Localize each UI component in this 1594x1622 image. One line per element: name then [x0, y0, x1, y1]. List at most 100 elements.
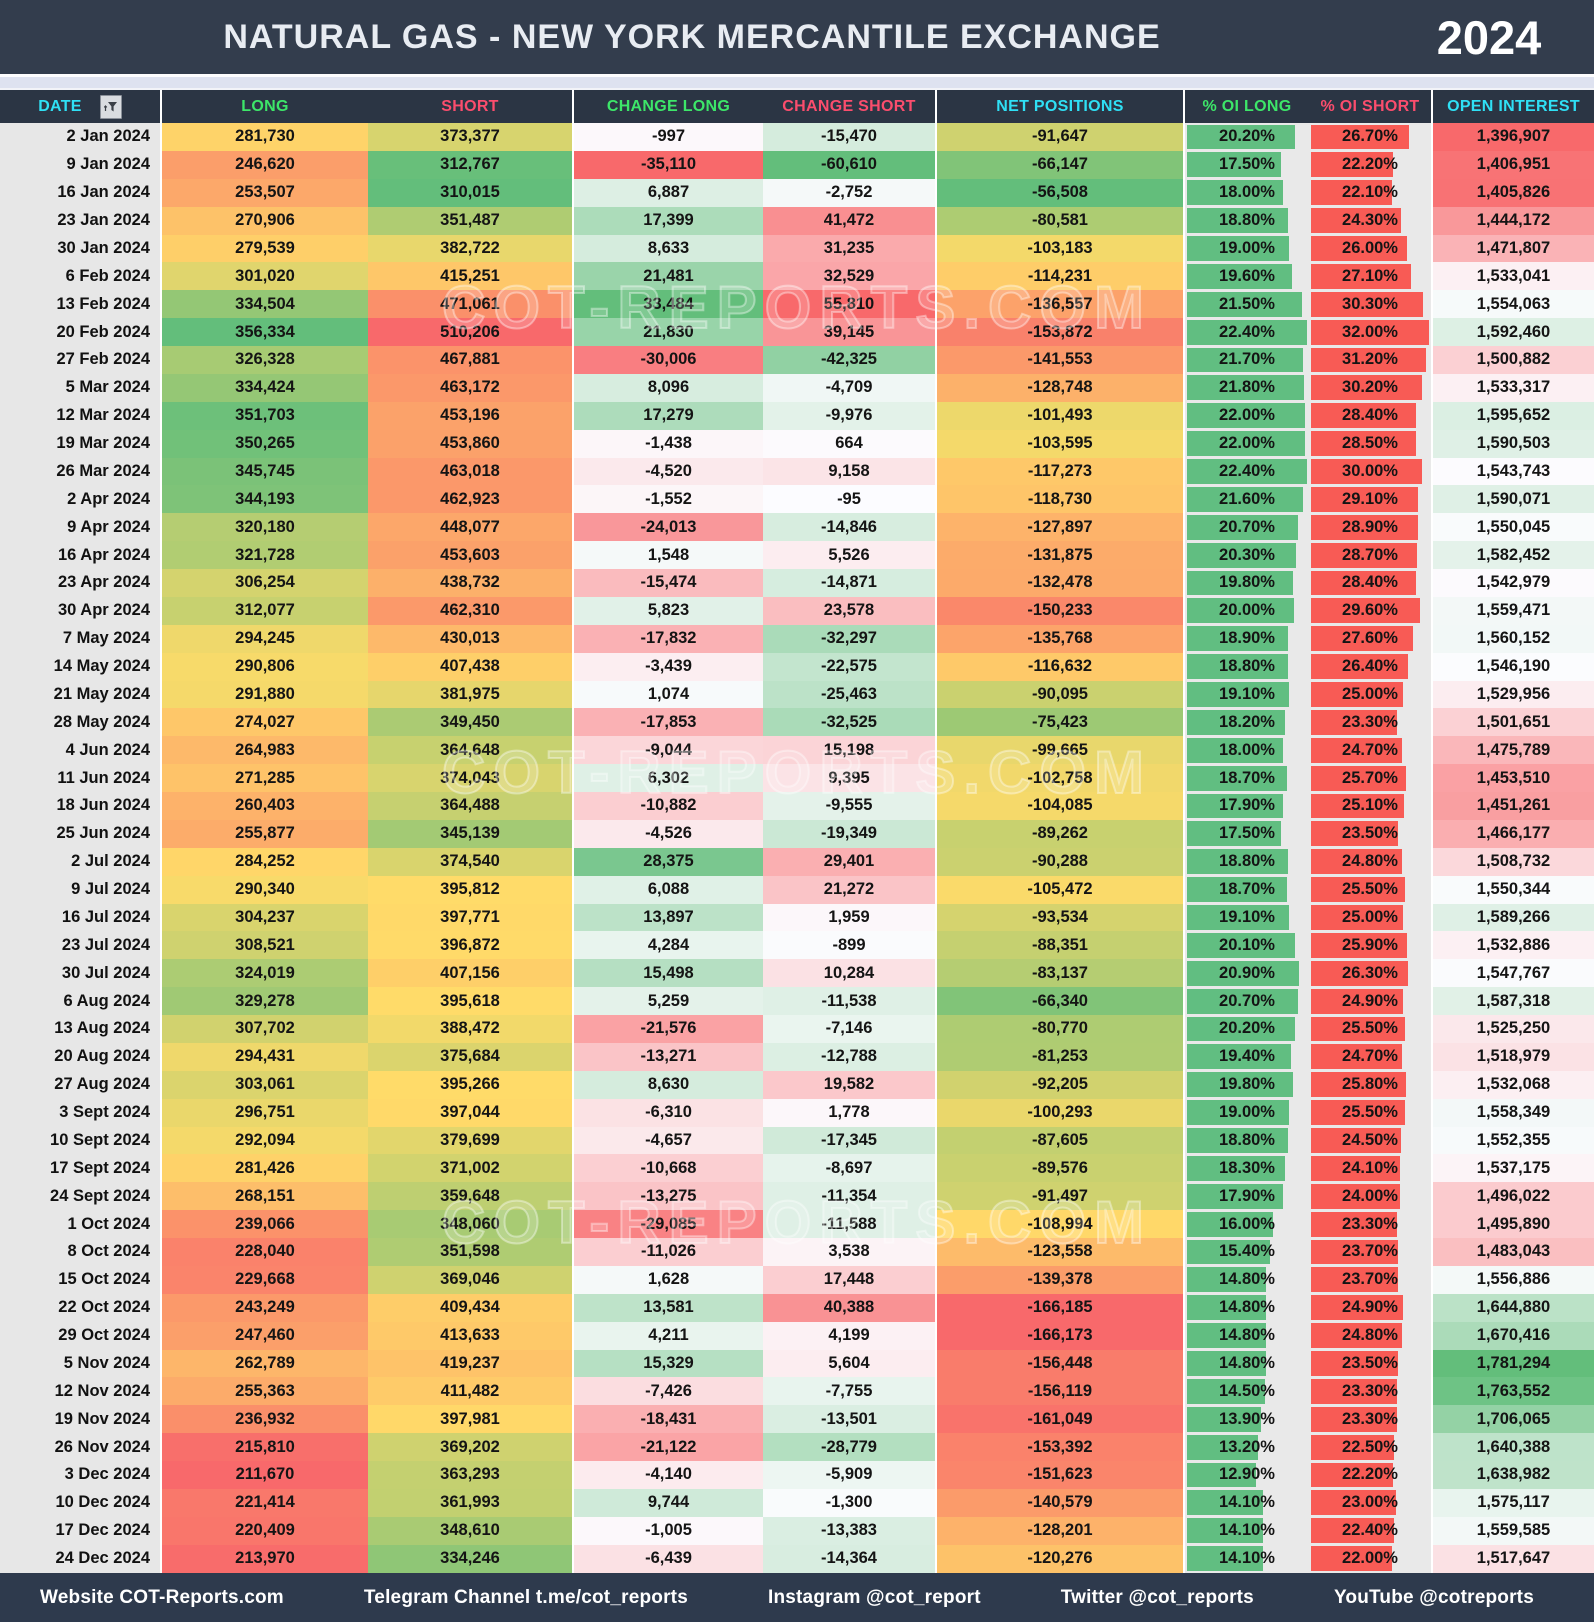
date-cell: 20 Aug 2024: [0, 1042, 162, 1071]
oi_long-value: 18.80%: [1219, 1130, 1275, 1149]
oi_long-bar-cell: 19.80%: [1185, 569, 1309, 597]
oi_short-value: 24.70%: [1342, 740, 1398, 759]
long-cell: 304,237: [162, 903, 368, 932]
chg_long-cell: 5,823: [574, 596, 763, 625]
footer-website-link[interactable]: Website COT-Reports.com: [40, 1586, 284, 1608]
short-cell: 371,002: [368, 1154, 574, 1183]
oi_short-bar-cell: 24.90%: [1309, 987, 1433, 1015]
net-cell: -151,623: [937, 1461, 1185, 1489]
long-cell: 294,245: [162, 624, 368, 653]
oi-long-databar: [1187, 347, 1304, 373]
chg_long-cell: -30,006: [574, 346, 763, 374]
long-cell: 351,703: [162, 401, 368, 430]
chg_long-cell: 6,887: [574, 178, 763, 207]
oi-long-databar: [1187, 124, 1296, 150]
oi-short-databar: [1311, 709, 1397, 735]
date-cell: 30 Apr 2024: [0, 596, 162, 625]
chg_long-cell: -10,668: [574, 1154, 763, 1183]
short-cell: 375,684: [368, 1042, 574, 1071]
column-header-open-interest: OPEN INTEREST: [1433, 90, 1594, 123]
oi_short-bar-cell: 25.80%: [1309, 1070, 1433, 1099]
oi_long-value: 19.10%: [1219, 907, 1275, 926]
oi-short-databar: [1311, 849, 1403, 875]
oi-long-databar: [1187, 1323, 1267, 1348]
short-cell: 345,139: [368, 819, 574, 848]
oi-short-databar: [1311, 375, 1423, 401]
oi_long-value: 19.60%: [1219, 266, 1275, 285]
oi-cell: 1,589,266: [1433, 903, 1594, 932]
chg_long-cell: 33,484: [574, 290, 763, 319]
table-row: 18 Jun 2024 260,403 364,488 -10,882 -9,555 -1…: [0, 792, 1594, 820]
footer-telegram-link[interactable]: Telegram Channel t.me/cot_reports: [363, 1586, 688, 1608]
short-cell: 351,598: [368, 1238, 574, 1266]
oi-short-databar: [1311, 988, 1403, 1014]
chg_long-cell: 9,744: [574, 1488, 763, 1517]
short-cell: 413,633: [368, 1321, 574, 1350]
oi_long-bar-cell: 18.70%: [1185, 875, 1309, 904]
filter-icon[interactable]: [99, 94, 122, 119]
long-cell: 220,409: [162, 1516, 368, 1545]
net-cell: -105,472: [937, 875, 1185, 904]
long-cell: 211,670: [162, 1461, 368, 1489]
oi-cell: 1,517,647: [1433, 1544, 1594, 1573]
table-row: 13 Aug 2024 307,702 388,472 -21,576 -7,146 -8…: [0, 1015, 1594, 1043]
date-cell: 11 Jun 2024: [0, 764, 162, 792]
oi-short-databar: [1311, 486, 1419, 512]
chg_short-cell: -5,909: [763, 1461, 937, 1489]
chg_long-cell: 8,096: [574, 373, 763, 402]
net-cell: -132,478: [937, 569, 1185, 597]
short-cell: 462,310: [368, 596, 574, 625]
date-cell: 29 Oct 2024: [0, 1321, 162, 1350]
oi-long-databar: [1187, 682, 1290, 707]
long-cell: 312,077: [162, 596, 368, 625]
oi-short-databar: [1311, 960, 1408, 986]
oi_short-value: 23.50%: [1342, 1353, 1398, 1372]
oi_long-bar-cell: 18.00%: [1185, 178, 1309, 207]
oi-long-databar: [1187, 1044, 1291, 1070]
footer-instagram-link[interactable]: Instagram @cot_report: [767, 1586, 981, 1608]
table-row: 19 Nov 2024 236,932 397,981 -18,431 -13,501-…: [0, 1405, 1594, 1434]
chg_short-cell: 664: [763, 429, 937, 458]
footer-twitter-link[interactable]: Twitter @cot_reports: [1060, 1586, 1254, 1608]
oi-cell: 1,396,907: [1433, 123, 1594, 151]
footer-youtube-link[interactable]: YouTube @cotreports: [1333, 1586, 1534, 1608]
chg_long-cell: -18,431: [574, 1405, 763, 1434]
oi_long-value: 20.20%: [1219, 127, 1275, 146]
long-cell: 306,254: [162, 569, 368, 597]
oi-short-databar: [1311, 514, 1418, 540]
oi-cell: 1,471,807: [1433, 234, 1594, 263]
date-cell: 22 Oct 2024: [0, 1293, 162, 1322]
short-cell: 397,771: [368, 903, 574, 932]
oi_short-bar-cell: 26.30%: [1309, 959, 1433, 988]
table-row: 30 Jan 2024 279,539 382,722 8,633 31,235 -103…: [0, 234, 1594, 263]
title-bar: NATURAL GAS - NEW YORK MERCANTILE EXCHAN…: [0, 0, 1594, 74]
oi_short-value: 23.00%: [1342, 1493, 1398, 1512]
net-cell: -83,137: [937, 959, 1185, 988]
long-cell: 271,285: [162, 764, 368, 792]
date-cell: 10 Dec 2024: [0, 1488, 162, 1517]
net-cell: -88,351: [937, 931, 1185, 960]
date-cell: 30 Jul 2024: [0, 959, 162, 988]
oi_short-bar-cell: 27.60%: [1309, 624, 1433, 653]
chg_short-cell: -32,525: [763, 708, 937, 737]
net-cell: -156,448: [937, 1349, 1185, 1378]
net-cell: -136,557: [937, 290, 1185, 319]
table-row: 8 Oct 2024 228,040 351,598 -11,026 3,538 -123…: [0, 1238, 1594, 1266]
oi_short-value: 28.90%: [1342, 517, 1398, 536]
table-header-row: DATE LONG SHORT CHANGE LONG CHANGE SHORT…: [0, 90, 1594, 123]
oi-long-databar: [1187, 208, 1288, 233]
oi-cell: 1,763,552: [1433, 1377, 1594, 1406]
chg_short-cell: 40,388: [763, 1293, 937, 1322]
oi-short-databar: [1311, 1434, 1394, 1460]
short-cell: 374,043: [368, 764, 574, 792]
oi_long-value: 17.90%: [1219, 1186, 1275, 1205]
oi-cell: 1,559,585: [1433, 1516, 1594, 1545]
chg_long-cell: -1,438: [574, 429, 763, 458]
oi_long-value: 21.70%: [1219, 350, 1275, 369]
long-cell: 356,334: [162, 318, 368, 346]
oi_short-bar-cell: 23.70%: [1309, 1238, 1433, 1266]
oi_long-bar-cell: 20.70%: [1185, 513, 1309, 542]
oi_short-value: 25.90%: [1342, 935, 1398, 954]
oi-short-databar: [1311, 1239, 1399, 1265]
oi_long-bar-cell: 19.00%: [1185, 1098, 1309, 1127]
